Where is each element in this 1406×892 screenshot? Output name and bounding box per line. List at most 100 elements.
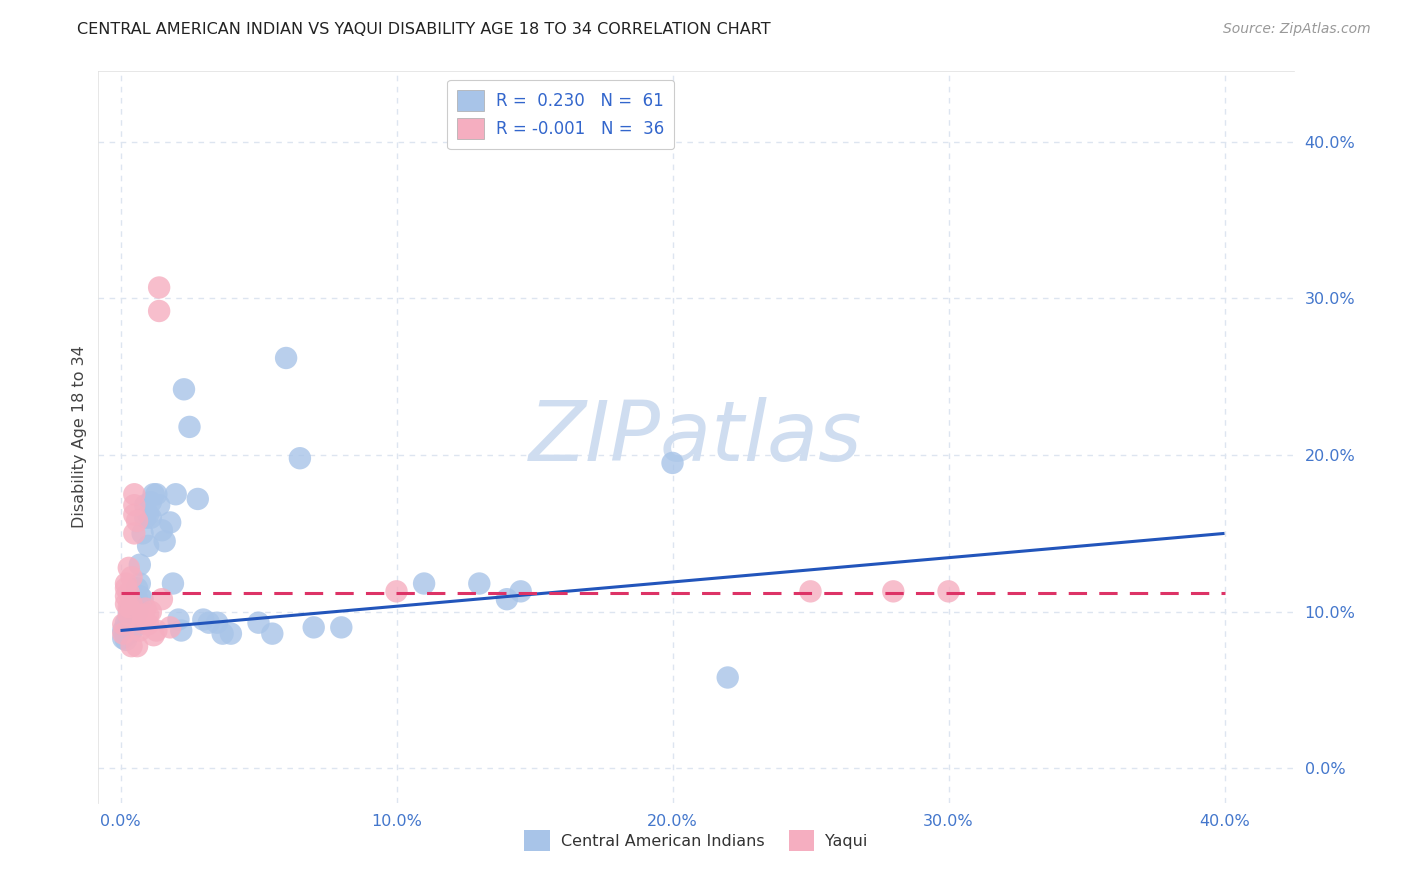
Point bbox=[148, 498, 170, 512]
Point bbox=[136, 508, 159, 522]
Point bbox=[938, 584, 960, 599]
Point bbox=[115, 597, 138, 611]
Point bbox=[205, 615, 228, 630]
Point bbox=[124, 620, 146, 634]
Text: CENTRAL AMERICAN INDIAN VS YAQUI DISABILITY AGE 18 TO 34 CORRELATION CHART: CENTRAL AMERICAN INDIAN VS YAQUI DISABIL… bbox=[77, 22, 770, 37]
Point bbox=[219, 626, 242, 640]
Point bbox=[131, 615, 153, 630]
Text: Source: ZipAtlas.com: Source: ZipAtlas.com bbox=[1223, 22, 1371, 37]
Point bbox=[136, 607, 159, 622]
Point bbox=[124, 597, 146, 611]
Point bbox=[148, 280, 170, 294]
Point bbox=[150, 523, 173, 537]
Point bbox=[179, 420, 201, 434]
Point bbox=[142, 628, 165, 642]
Point bbox=[134, 510, 156, 524]
Point bbox=[162, 576, 184, 591]
Point bbox=[134, 498, 156, 512]
Point bbox=[118, 600, 141, 615]
Point bbox=[125, 605, 148, 619]
Point bbox=[124, 526, 146, 541]
Point bbox=[121, 601, 143, 615]
Point bbox=[173, 382, 195, 396]
Point bbox=[413, 576, 436, 591]
Point bbox=[330, 620, 353, 634]
Point bbox=[121, 607, 143, 622]
Point bbox=[121, 624, 143, 638]
Point bbox=[136, 539, 159, 553]
Point bbox=[661, 456, 683, 470]
Point bbox=[247, 615, 270, 630]
Point bbox=[153, 534, 176, 549]
Point bbox=[115, 589, 138, 603]
Point bbox=[124, 498, 146, 512]
Point bbox=[118, 586, 141, 600]
Point bbox=[112, 617, 135, 632]
Point bbox=[131, 526, 153, 541]
Point bbox=[198, 615, 221, 630]
Point bbox=[131, 607, 153, 622]
Point bbox=[118, 613, 141, 627]
Point bbox=[112, 626, 135, 640]
Point bbox=[139, 495, 162, 509]
Point bbox=[124, 487, 146, 501]
Point bbox=[159, 620, 181, 634]
Point bbox=[136, 617, 159, 632]
Point bbox=[799, 584, 821, 599]
Point bbox=[139, 510, 162, 524]
Point bbox=[128, 558, 150, 572]
Point bbox=[112, 624, 135, 638]
Point bbox=[302, 620, 325, 634]
Point bbox=[121, 570, 143, 584]
Text: ZIPatlas: ZIPatlas bbox=[529, 397, 863, 477]
Point bbox=[882, 584, 904, 599]
Point bbox=[125, 592, 148, 607]
Point bbox=[121, 639, 143, 653]
Point bbox=[145, 624, 167, 638]
Point bbox=[118, 561, 141, 575]
Point bbox=[211, 626, 233, 640]
Point bbox=[115, 624, 138, 638]
Point bbox=[145, 487, 167, 501]
Point bbox=[115, 632, 138, 647]
Point bbox=[170, 624, 193, 638]
Point bbox=[121, 615, 143, 630]
Point bbox=[148, 304, 170, 318]
Point bbox=[468, 576, 491, 591]
Point bbox=[717, 671, 740, 685]
Point bbox=[262, 626, 284, 640]
Point bbox=[159, 516, 181, 530]
Point bbox=[124, 613, 146, 627]
Point bbox=[124, 508, 146, 522]
Point bbox=[139, 605, 162, 619]
Point bbox=[385, 584, 408, 599]
Point bbox=[134, 601, 156, 615]
Point bbox=[124, 605, 146, 619]
Point bbox=[131, 592, 153, 607]
Point bbox=[118, 605, 141, 619]
Point bbox=[115, 615, 138, 630]
Point bbox=[128, 624, 150, 638]
Point bbox=[496, 592, 519, 607]
Point bbox=[150, 592, 173, 607]
Point bbox=[187, 491, 209, 506]
Point bbox=[142, 487, 165, 501]
Point bbox=[115, 576, 138, 591]
Point bbox=[118, 620, 141, 634]
Point bbox=[274, 351, 297, 365]
Point bbox=[112, 632, 135, 646]
Point bbox=[125, 639, 148, 653]
Point bbox=[121, 597, 143, 611]
Point bbox=[118, 607, 141, 622]
Point bbox=[115, 581, 138, 595]
Y-axis label: Disability Age 18 to 34: Disability Age 18 to 34 bbox=[72, 346, 87, 528]
Point bbox=[165, 487, 187, 501]
Point bbox=[128, 589, 150, 603]
Point bbox=[167, 613, 190, 627]
Point bbox=[128, 576, 150, 591]
Legend: Central American Indians, Yaqui: Central American Indians, Yaqui bbox=[517, 823, 875, 857]
Point bbox=[118, 626, 141, 640]
Point bbox=[125, 581, 148, 595]
Point bbox=[288, 451, 311, 466]
Point bbox=[125, 514, 148, 528]
